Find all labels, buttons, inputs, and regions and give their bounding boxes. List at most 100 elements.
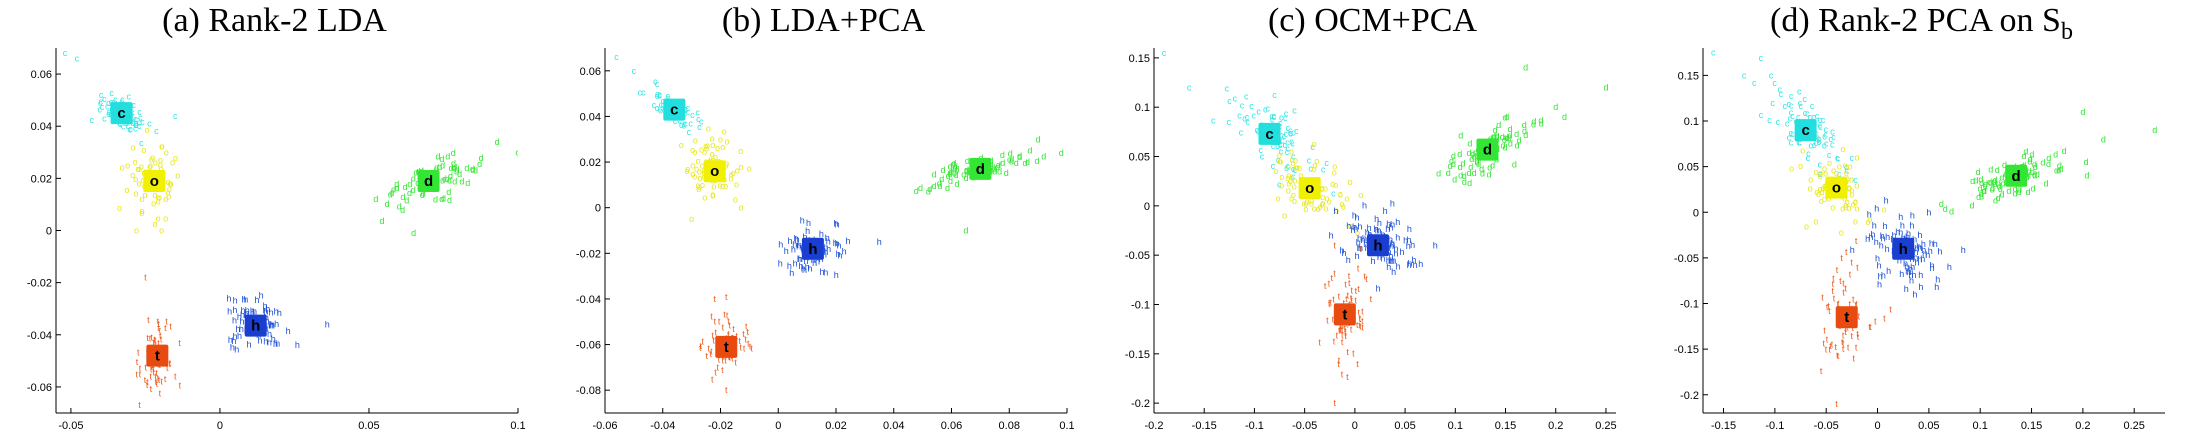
data-point-d: d xyxy=(1531,120,1536,130)
scatter-plot-a: -0.05 0 0.05 0.1 -0.06 -0.04 -0.02 0 0.02 0.04 0.0… xyxy=(27,48,526,432)
data-point-h: h xyxy=(1903,258,1908,268)
data-point-t: t xyxy=(699,343,702,353)
data-point-o: o xyxy=(1338,189,1343,199)
data-point-c: c xyxy=(140,117,145,127)
data-point-t: t xyxy=(1347,290,1350,300)
data-point-t: t xyxy=(1828,345,1831,355)
data-point-t: t xyxy=(1334,398,1337,408)
data-point-d: d xyxy=(1506,133,1511,143)
data-point-c: c xyxy=(1291,151,1296,161)
data-point-o: o xyxy=(706,123,711,133)
data-point-c: c xyxy=(1772,78,1777,88)
data-point-c: c xyxy=(1307,155,1312,165)
data-point-t: t xyxy=(1344,328,1347,338)
data-point-d: d xyxy=(385,199,390,209)
data-point-h: h xyxy=(792,240,797,250)
data-point-t: t xyxy=(164,323,167,333)
data-point-t: t xyxy=(731,353,734,363)
data-point-c: c xyxy=(1808,112,1813,122)
data-point-t: t xyxy=(139,364,142,374)
x-tick-label: 0.1 xyxy=(510,420,525,432)
data-point-h: h xyxy=(1407,260,1412,270)
data-point-h: h xyxy=(265,304,270,314)
data-point-c: c xyxy=(1245,112,1250,122)
data-point-t: t xyxy=(174,372,177,382)
data-point-o: o xyxy=(720,142,725,152)
data-point-t: t xyxy=(136,357,139,367)
data-point-t: t xyxy=(159,331,162,341)
data-point-c: c xyxy=(1818,115,1823,125)
data-point-t: t xyxy=(1841,337,1844,347)
data-point-c: c xyxy=(1260,151,1265,161)
data-point-h: h xyxy=(1880,231,1885,241)
data-point-t: t xyxy=(725,385,728,395)
data-point-h: h xyxy=(226,293,231,303)
data-point-c: c xyxy=(131,100,136,110)
data-point-c: c xyxy=(1277,179,1282,189)
data-point-t: t xyxy=(1336,331,1339,341)
data-point-h: h xyxy=(1910,262,1915,272)
data-point-h: h xyxy=(1876,260,1881,270)
data-point-t: t xyxy=(1855,236,1858,246)
x-tick-label: -0.02 xyxy=(708,420,733,432)
data-point-d: d xyxy=(1978,174,1983,184)
data-point-h: h xyxy=(1393,249,1398,259)
data-point-d: d xyxy=(1491,131,1496,141)
data-point-o: o xyxy=(1814,167,1819,177)
data-point-h: h xyxy=(1875,253,1880,263)
data-point-t: t xyxy=(1318,337,1321,347)
data-point-d: d xyxy=(2080,107,2085,117)
data-point-d: d xyxy=(1476,159,1481,169)
data-point-o: o xyxy=(1344,194,1349,204)
data-point-t: t xyxy=(1837,351,1840,361)
data-point-h: h xyxy=(1898,227,1903,237)
data-point-c: c xyxy=(1285,138,1290,148)
data-point-h: h xyxy=(1346,221,1351,231)
centroid-marker-h xyxy=(244,314,267,337)
data-point-d: d xyxy=(451,163,456,173)
data-point-d: d xyxy=(394,179,399,189)
data-point-c: c xyxy=(1789,100,1794,110)
data-point-d: d xyxy=(1004,168,1009,178)
data-point-c: c xyxy=(1759,53,1764,63)
data-point-c: c xyxy=(1187,82,1192,92)
data-point-d: d xyxy=(932,181,937,191)
data-point-h: h xyxy=(1365,228,1370,238)
data-point-d: d xyxy=(1022,158,1027,168)
data-point-d: d xyxy=(2062,146,2067,156)
data-point-o: o xyxy=(1320,183,1325,193)
centroid-marker-d xyxy=(969,157,992,180)
data-point-h: h xyxy=(1908,264,1913,274)
data-point-h: h xyxy=(835,239,840,249)
data-point-t: t xyxy=(179,380,182,390)
data-point-d: d xyxy=(1496,120,1501,130)
data-point-c: c xyxy=(1272,90,1277,100)
data-point-o: o xyxy=(158,160,163,170)
data-point-t: t xyxy=(1868,322,1871,332)
data-point-h: h xyxy=(836,240,841,250)
centroid-label-c: c xyxy=(1801,122,1809,139)
data-point-h: h xyxy=(1386,219,1391,229)
data-point-d: d xyxy=(2152,125,2157,135)
data-point-h: h xyxy=(265,316,270,326)
data-point-d: d xyxy=(997,166,1002,176)
data-point-d: d xyxy=(967,165,972,175)
data-point-h: h xyxy=(825,233,830,243)
data-point-c: c xyxy=(1829,134,1834,144)
data-point-o: o xyxy=(1837,161,1842,171)
data-point-o: o xyxy=(130,143,135,153)
data-point-t: t xyxy=(1346,372,1349,382)
data-point-c: c xyxy=(1830,139,1835,149)
data-point-c: c xyxy=(126,92,131,102)
data-point-o: o xyxy=(1289,147,1294,157)
x-tick-label: 0.05 xyxy=(1394,420,1415,432)
data-point-h: h xyxy=(788,236,793,246)
data-point-h: h xyxy=(1892,230,1897,240)
data-point-d: d xyxy=(2013,184,2018,194)
data-point-h: h xyxy=(1947,262,1952,272)
data-point-o: o xyxy=(1312,164,1317,174)
data-point-h: h xyxy=(1907,267,1912,277)
data-point-o: o xyxy=(1294,162,1299,172)
data-point-c: c xyxy=(1822,132,1827,142)
data-point-c: c xyxy=(1285,161,1290,171)
